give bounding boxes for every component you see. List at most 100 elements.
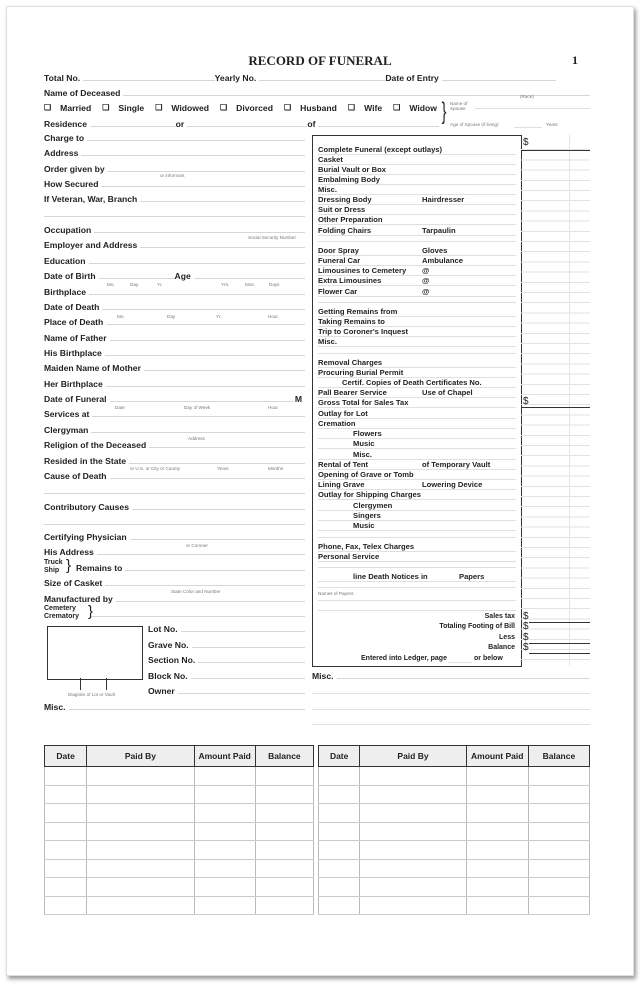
charge-item-line[interactable] [318,164,516,165]
payment-cell[interactable] [317,859,361,878]
payment-cell[interactable] [317,896,361,915]
charge-item-line[interactable] [318,367,516,368]
payment-cell[interactable] [43,896,88,915]
charge-item-line[interactable] [318,428,516,429]
field-input-line[interactable] [105,385,305,387]
field-input-line[interactable] [125,569,305,571]
field-input-line[interactable] [109,400,293,402]
charge-item-line[interactable] [318,510,516,511]
charge-item-line[interactable] [318,296,516,297]
charge-item-line[interactable] [318,479,516,480]
payment-cell[interactable] [86,877,195,897]
charge-item-line[interactable] [318,397,516,398]
charge-item-line[interactable] [318,387,516,388]
payment-cell[interactable] [254,822,315,841]
charge-item-line[interactable] [318,459,516,460]
total-amount-line[interactable] [529,642,590,644]
misc-right-line[interactable] [312,724,590,725]
field-input-line[interactable] [109,477,305,479]
payment-cell[interactable] [43,877,88,897]
blank-charge-line[interactable] [318,241,516,242]
charge-item-line[interactable] [318,489,516,490]
total-amount-line[interactable] [529,622,590,623]
payment-cell[interactable] [527,766,591,786]
field-input-line[interactable] [92,415,305,417]
payment-cell[interactable] [254,785,315,804]
payment-cell[interactable] [359,766,467,786]
field-input-line[interactable] [149,446,305,448]
misc-right-line[interactable] [312,709,590,710]
misc-right-line[interactable] [312,693,590,694]
charge-item-line[interactable] [318,316,516,317]
marital-option-single[interactable]: ❑ Single [102,103,144,113]
payment-cell[interactable] [527,803,591,823]
charge-item-line[interactable] [318,265,516,266]
charge-item-line[interactable] [318,499,516,500]
payment-cell[interactable] [317,840,361,860]
field-input-line[interactable] [88,262,305,264]
payment-cell[interactable] [254,877,315,897]
payment-cell[interactable] [193,766,256,786]
payment-cell[interactable] [193,840,256,860]
checkbox-icon[interactable]: ❑ [393,103,401,112]
charge-item-line[interactable] [318,418,516,419]
checkbox-icon[interactable]: ❑ [44,103,52,112]
ledger-page-line[interactable] [448,662,472,663]
field-input-line[interactable] [318,125,440,127]
charge-item-line[interactable] [318,469,516,470]
marital-option-widow[interactable]: ❑ Widow [393,103,437,113]
field-input-line[interactable] [123,94,590,96]
payment-cell[interactable] [465,859,529,878]
field-input-line[interactable] [101,185,305,187]
marital-option-married[interactable]: ❑ Married [44,103,91,113]
payment-cell[interactable] [86,766,195,786]
payment-cell[interactable] [359,840,467,860]
field-input-line[interactable] [104,354,305,356]
payment-cell[interactable] [254,840,315,860]
field-input-line[interactable] [89,293,305,295]
blank-charge-line[interactable] [318,567,516,568]
field-input-line[interactable] [107,170,305,172]
payment-cell[interactable] [193,877,256,897]
field-input-line[interactable] [193,277,305,279]
field-input-line[interactable] [140,200,305,202]
payment-cell[interactable] [317,877,361,897]
payment-cell[interactable] [527,896,591,915]
field-input-line[interactable] [143,369,305,371]
field-input-line[interactable] [129,538,305,540]
checkbox-icon[interactable]: ❑ [347,103,356,112]
payment-cell[interactable] [193,803,256,823]
charge-item-line[interactable] [318,581,516,582]
payment-cell[interactable] [359,896,467,915]
payment-cell[interactable] [317,803,361,823]
total-amount-line[interactable] [529,652,590,654]
payment-cell[interactable] [86,785,195,804]
payment-cell[interactable] [527,840,591,860]
payment-cell[interactable] [465,877,529,897]
payment-cell[interactable] [359,877,467,897]
marital-option-wife[interactable]: ❑ Wife [348,103,382,113]
field-input-line[interactable] [81,154,305,156]
payment-cell[interactable] [43,803,88,823]
payment-cell[interactable] [86,859,195,878]
blank-charge-line[interactable] [318,587,516,588]
payment-cell[interactable] [254,859,315,878]
lot-diagram-box[interactable] [47,626,143,680]
field-input-line[interactable] [87,139,305,141]
marital-option-divorced[interactable]: ❑ Divorced [220,103,273,113]
checkbox-icon[interactable]: ❑ [220,103,228,112]
payment-cell[interactable] [465,766,529,786]
payment-cell[interactable] [86,896,195,915]
field-input-line[interactable] [44,492,305,494]
payment-cell[interactable] [317,822,361,841]
charge-item-line[interactable] [318,224,516,225]
field-input-line[interactable] [441,79,557,81]
payment-cell[interactable] [359,859,467,878]
charge-item-line[interactable] [318,551,516,552]
field-input-line[interactable] [115,600,305,602]
payment-cell[interactable] [465,822,529,841]
charge-item-line[interactable] [318,184,516,185]
payment-cell[interactable] [193,822,256,841]
charge-item-line[interactable] [318,448,516,449]
charge-item-line[interactable] [318,346,516,347]
